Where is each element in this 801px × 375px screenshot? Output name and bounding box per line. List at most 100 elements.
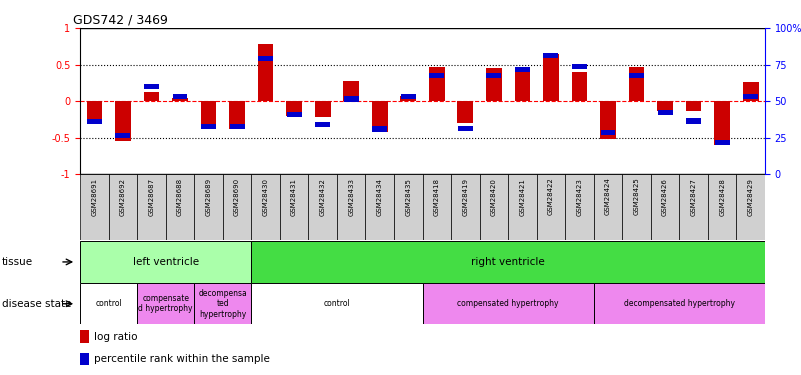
Text: right ventricle: right ventricle [471,257,545,267]
Bar [686,101,702,111]
Bar [195,174,223,240]
Bar [137,283,195,324]
Text: disease state: disease state [2,299,71,309]
Bar [714,140,730,146]
Text: compensate
d hypertrophy: compensate d hypertrophy [139,294,193,314]
Bar [600,101,616,139]
Bar [365,174,394,240]
Bar [658,101,673,111]
Text: GSM28418: GSM28418 [434,178,440,216]
Text: decompensa
ted
hypertrophy: decompensa ted hypertrophy [199,289,248,319]
Bar [679,174,708,240]
Text: GSM28421: GSM28421 [519,178,525,216]
Bar [80,353,89,365]
Bar [372,101,388,132]
Bar [344,81,359,101]
Text: left ventricle: left ventricle [133,257,199,267]
Bar [708,174,736,240]
Bar [252,174,280,240]
Bar [344,96,359,102]
Bar [286,101,302,116]
Bar [486,68,501,101]
Text: GSM28419: GSM28419 [462,178,469,216]
Text: log ratio: log ratio [94,332,137,342]
Bar [458,126,473,131]
Bar [508,174,537,240]
Text: tissue: tissue [2,257,33,267]
Text: GSM28430: GSM28430 [263,178,268,216]
Bar [252,283,423,324]
Bar [743,82,759,101]
Text: GSM28690: GSM28690 [234,178,240,216]
Bar [143,92,159,101]
Bar [87,119,102,124]
Bar [486,73,501,78]
Text: GSM28424: GSM28424 [605,178,611,215]
Text: decompensated hypertrophy: decompensated hypertrophy [624,299,735,308]
Bar [394,174,423,240]
Bar [172,94,187,99]
Bar [515,67,529,72]
Bar [252,241,765,283]
Bar [622,174,650,240]
Bar [308,174,337,240]
Text: GSM28425: GSM28425 [634,178,639,215]
Bar [686,118,701,123]
Bar [258,44,273,101]
Bar [743,94,758,99]
Bar [423,283,594,324]
Text: GSM28687: GSM28687 [148,178,155,216]
Text: GSM28427: GSM28427 [690,178,697,216]
Text: GSM28422: GSM28422 [548,178,554,215]
Bar [543,54,559,101]
Bar [423,174,451,240]
Bar [714,101,730,145]
Bar [115,101,131,141]
Bar [457,101,473,123]
Bar [80,283,137,324]
Text: GSM28691: GSM28691 [91,178,98,216]
Bar [172,98,187,101]
Text: GSM28431: GSM28431 [291,178,297,216]
Bar [429,67,445,101]
Bar [429,73,445,78]
Bar [594,174,622,240]
Bar [400,94,416,99]
Text: GSM28432: GSM28432 [320,178,326,216]
Text: GSM28435: GSM28435 [405,178,411,216]
Text: GSM28426: GSM28426 [662,178,668,216]
Bar [544,53,558,58]
Bar [144,84,159,89]
Bar [87,101,103,123]
Bar [451,174,480,240]
Bar [109,174,137,240]
Bar [201,101,216,128]
Bar [195,283,252,324]
Bar [258,56,273,62]
Bar [601,130,615,135]
Bar [280,174,308,240]
Text: GSM28692: GSM28692 [120,178,126,216]
Bar [80,330,89,343]
Bar [566,174,594,240]
Text: GSM28429: GSM28429 [747,178,754,216]
Text: GSM28434: GSM28434 [376,178,383,216]
Bar [315,101,331,117]
Bar [629,73,644,78]
Bar [736,174,765,240]
Text: compensated hypertrophy: compensated hypertrophy [457,299,559,308]
Bar [400,96,416,101]
Text: GDS742 / 3469: GDS742 / 3469 [73,14,168,27]
Text: control: control [324,299,350,308]
Bar [337,174,365,240]
Text: GSM28689: GSM28689 [206,178,211,216]
Bar [372,126,387,132]
Bar [650,174,679,240]
Text: GSM28420: GSM28420 [491,178,497,216]
Text: GSM28433: GSM28433 [348,178,354,216]
Bar [80,174,109,240]
Text: GSM28423: GSM28423 [577,178,582,216]
Bar [537,174,566,240]
Bar [115,133,131,138]
Bar [137,174,166,240]
